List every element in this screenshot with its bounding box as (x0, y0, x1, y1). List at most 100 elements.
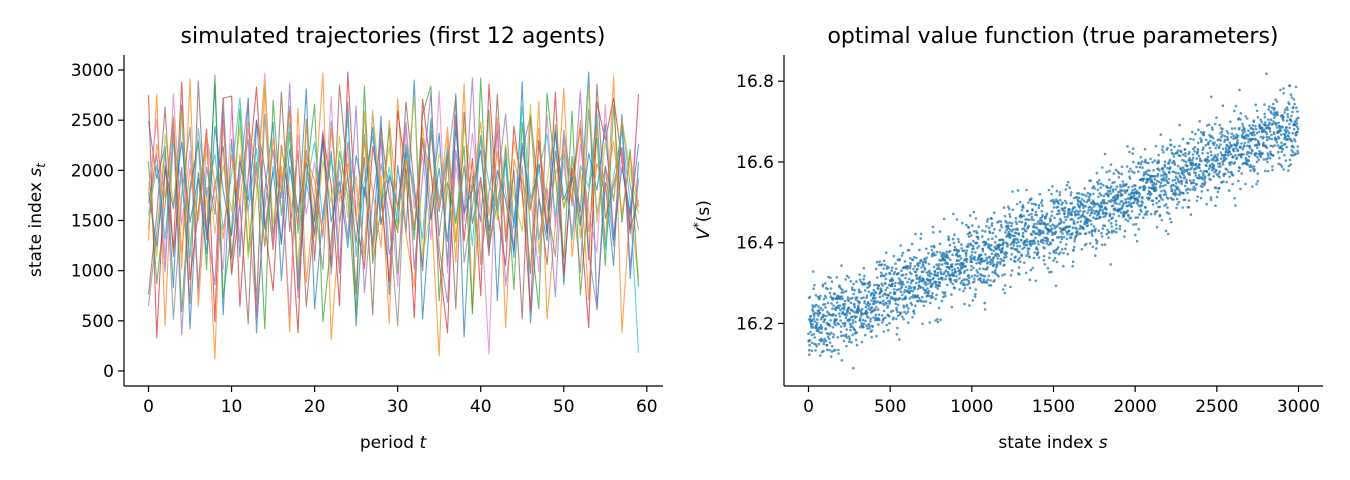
scatter-point (860, 340, 864, 344)
scatter-point (1290, 148, 1293, 152)
scatter-point (1111, 204, 1115, 208)
y-axis-label: state index st (26, 162, 48, 277)
scatter-point (1165, 175, 1168, 179)
scatter-point (1010, 224, 1013, 228)
scatter-point (878, 318, 881, 322)
scatter-point (845, 328, 848, 331)
scatter-point (992, 263, 996, 266)
scatter-point (838, 315, 842, 318)
scatter-point (922, 279, 926, 282)
scatter-point (999, 220, 1003, 223)
scatter-point (1263, 112, 1266, 116)
scatter-point (869, 320, 872, 323)
scatter-point (1015, 222, 1019, 225)
scatter-point (1267, 118, 1270, 121)
scatter-point (882, 330, 886, 333)
scatter-point (1007, 227, 1010, 230)
scatter-point (894, 262, 897, 265)
scatter-point (967, 243, 970, 246)
scatter-point (1101, 183, 1105, 187)
scatter-point (960, 247, 963, 250)
scatter-point (866, 311, 869, 315)
scatter-point (1014, 220, 1018, 223)
scatter-point (939, 259, 943, 262)
scatter-point (1063, 228, 1067, 232)
scatter-point (1087, 195, 1091, 199)
scatter-point (919, 286, 923, 289)
scatter-point (906, 265, 910, 268)
scatter-point (1262, 135, 1265, 139)
scatter-point (1093, 230, 1097, 233)
scatter-point (1215, 116, 1218, 119)
scatter-point (969, 268, 973, 272)
scatter-point (875, 334, 878, 338)
scatter-point (817, 329, 820, 332)
scatter-point (1054, 230, 1058, 233)
scatter-point (1064, 243, 1068, 246)
scatter-point (990, 217, 993, 220)
scatter-point (920, 300, 923, 303)
scatter-point (888, 300, 892, 303)
scatter-point (811, 270, 815, 273)
scatter-point (1221, 163, 1225, 166)
scatter-point (911, 258, 915, 262)
scatter-point (1121, 193, 1124, 197)
scatter-point (1062, 264, 1065, 268)
scatter-point (954, 270, 958, 274)
scatter-point (910, 303, 914, 307)
scatter-point (990, 248, 993, 252)
scatter-point (1235, 147, 1238, 150)
scatter-point (1255, 160, 1259, 164)
scatter-point (953, 233, 956, 236)
scatter-point (1280, 150, 1284, 153)
scatter-point (1245, 153, 1249, 156)
scatter-point (841, 297, 844, 301)
scatter-point (1158, 213, 1162, 217)
scatter-point (1250, 165, 1254, 168)
scatter-point (1017, 233, 1021, 236)
scatter-point (1058, 212, 1061, 215)
scatter-point (1015, 248, 1019, 251)
scatter-point (1182, 153, 1185, 156)
scatter-point (980, 260, 983, 264)
scatter-point (1010, 234, 1013, 237)
scatter-point (1282, 87, 1285, 90)
scatter-point (924, 258, 927, 262)
scatter-point (1033, 242, 1037, 245)
scatter-point (1019, 260, 1022, 264)
scatter-point (1236, 141, 1239, 145)
scatter-point (1281, 115, 1285, 119)
scatter-point (1228, 150, 1231, 153)
scatter-point (1054, 284, 1058, 288)
scatter-point (1254, 124, 1257, 128)
scatter-point (1020, 254, 1024, 257)
scatter-point (1279, 163, 1282, 166)
scatter-point (986, 217, 990, 221)
scatter-point (1171, 152, 1175, 156)
scatter-point (884, 272, 888, 276)
scatter-point (956, 266, 960, 270)
scatter-point (973, 277, 976, 281)
scatter-point (950, 265, 954, 269)
scatter-point (885, 323, 888, 327)
scatter-point (1127, 200, 1131, 204)
scatter-point (1059, 219, 1063, 222)
scatter-point (1036, 251, 1040, 254)
scatter-point (973, 295, 977, 298)
scatter-point (878, 260, 881, 264)
scatter-point (907, 277, 911, 281)
scatter-point (1003, 214, 1007, 218)
scatter-point (1015, 202, 1019, 206)
scatter-point (823, 318, 827, 321)
scatter-point (836, 304, 840, 308)
scatter-point (1202, 133, 1206, 137)
scatter-point (1055, 189, 1059, 193)
scatter-point (1147, 161, 1150, 165)
scatter-point (1025, 238, 1029, 241)
scatter-point (1104, 214, 1107, 218)
scatter-point (1070, 213, 1073, 217)
scatter-point (994, 235, 998, 238)
scatter-point (975, 241, 979, 245)
scatter-point (886, 328, 890, 332)
